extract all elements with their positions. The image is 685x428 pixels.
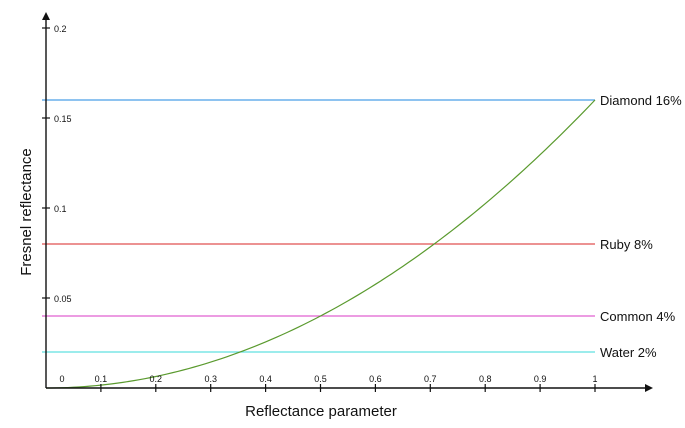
x-tick-label-6: 0.6 [369, 374, 382, 384]
x-tick-label-5: 0.5 [314, 374, 327, 384]
x-axis-title: Reflectance parameter [245, 403, 397, 420]
reference-label-3: Water 2% [600, 345, 657, 360]
axes [42, 12, 653, 392]
reference-label-1: Ruby 8% [600, 237, 653, 252]
x-tick-label-2: 0.2 [150, 374, 163, 384]
x-ticks: 0 0.1 0.2 0.3 0.4 0.5 0.6 0.7 0.8 0.9 1 [59, 374, 598, 392]
reference-label-0: Diamond 16% [600, 93, 682, 108]
x-tick-label-1: 0.1 [95, 374, 108, 384]
y-axis-arrow [42, 12, 50, 20]
x-tick-label-10: 1 [592, 374, 597, 384]
x-axis-arrow [645, 384, 653, 392]
series-layer [45, 99, 596, 389]
reference-lines: Diamond 16% Ruby 8% Common 4% Water 2% [42, 93, 682, 360]
reference-label-2: Common 4% [600, 309, 676, 324]
y-tick-label-3: 0.2 [54, 24, 67, 34]
y-axis-title: Fresnel reflectance [18, 148, 35, 276]
x-tick-label-0: 0 [59, 374, 64, 384]
y-tick-label-0: 0.05 [54, 294, 72, 304]
y-tick-label-1: 0.1 [54, 204, 67, 214]
series-line-0 [45, 99, 596, 389]
x-tick-label-4: 0.4 [259, 374, 272, 384]
y-ticks: 0.05 0.1 0.15 0.2 [42, 24, 72, 304]
x-tick-label-8: 0.8 [479, 374, 492, 384]
x-tick-label-3: 0.3 [204, 374, 217, 384]
x-tick-label-9: 0.9 [534, 374, 547, 384]
y-tick-label-2: 0.15 [54, 114, 72, 124]
x-tick-label-7: 0.7 [424, 374, 437, 384]
